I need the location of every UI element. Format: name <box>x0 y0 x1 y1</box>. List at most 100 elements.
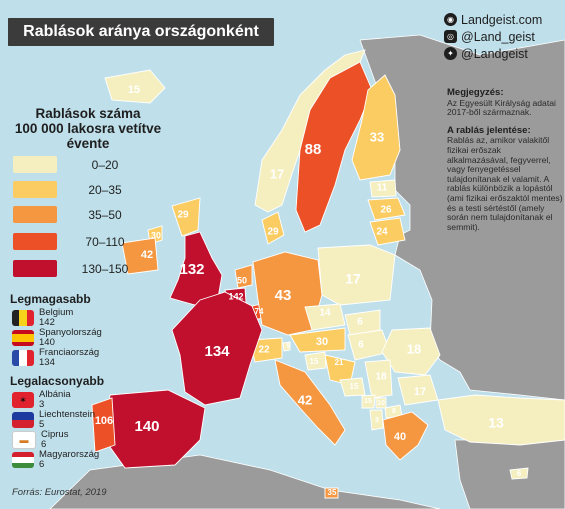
highest-item-france: Franciaország 134 <box>12 348 99 368</box>
map-title: Rablások aránya országonként <box>8 18 274 46</box>
value-label-north-macedonia: 8 <box>392 408 396 415</box>
country-france <box>171 291 263 406</box>
value-label-sweden: 88 <box>305 141 322 158</box>
note-text: Az Egyesült Királyság adatai 2017-ből sz… <box>447 97 556 118</box>
country-portugal <box>91 397 116 453</box>
country-slovenia <box>304 351 327 371</box>
value-label-estonia: 11 <box>377 183 388 194</box>
country-iceland <box>104 69 166 104</box>
definition-title: A rablás jelentése: <box>447 124 531 136</box>
france-flag-icon <box>12 350 34 366</box>
value-label-norway: 17 <box>270 166 284 181</box>
notes-panel: Megjegyzés: Az Egyesült Királyság adatai… <box>447 88 563 232</box>
legend-label: 35–50 <box>88 207 122 222</box>
value-label-italy: 42 <box>298 392 312 407</box>
value-label-montenegro: 15 <box>364 398 372 405</box>
social-links: ◉ Landgeist.com ◎ @Land_geist ✦ @Landgei… <box>444 11 542 62</box>
legend-swatch <box>13 206 57 223</box>
value-label-czechia: 14 <box>319 308 331 319</box>
value-label-croatia: 21 <box>335 358 344 367</box>
legend-swatch <box>13 181 57 198</box>
value-label-albania: 3 <box>375 417 379 424</box>
value-label-iceland: 15 <box>128 84 140 96</box>
social-twitter-text: @Landgeist <box>461 46 528 61</box>
value-label-portugal: 106 <box>95 415 113 427</box>
country-finland <box>351 74 401 181</box>
lowest-country: Albánia <box>39 389 71 400</box>
lowest-country: Ciprus <box>41 429 69 440</box>
lowest-value: 6 <box>41 439 47 450</box>
country-sweden <box>295 61 373 233</box>
country-montenegro <box>361 394 376 409</box>
country-turkey <box>437 394 565 446</box>
country-latvia <box>367 197 406 221</box>
legend-label: 70–110 <box>85 234 125 249</box>
social-twitter[interactable]: ✦ @Landgeist <box>444 45 542 62</box>
value-label-ireland: 42 <box>141 249 153 261</box>
cyprus-flag-icon: ▬ <box>12 431 36 449</box>
value-label-scotland: 29 <box>177 210 189 221</box>
legend-label: 20–35 <box>88 182 122 197</box>
value-label-northern-ireland: 30 <box>151 230 161 240</box>
social-instagram[interactable]: ◎ @Land_geist <box>444 28 542 45</box>
lowest-item-hungary: Magyarország 6 <box>12 450 99 470</box>
country-czechia <box>304 303 346 331</box>
no-data-land-south-east <box>454 439 565 509</box>
legend-swatch <box>13 233 57 250</box>
value-label-greece: 40 <box>394 431 406 443</box>
value-label-romania: 18 <box>407 341 421 356</box>
lowest-item-liechtenstein: Liechtenstein 5 <box>12 410 95 430</box>
value-label-malta: 35 <box>328 488 337 497</box>
albania-flag-icon: ✶ <box>12 392 34 408</box>
country-romania <box>381 327 441 376</box>
legend-title-line-2: 100 000 lakosra vetítve <box>14 121 162 136</box>
value-label-austria: 30 <box>316 336 328 348</box>
value-label-switzerland: 22 <box>258 345 270 356</box>
country-italy <box>274 359 346 446</box>
highest-value: 134 <box>39 357 55 368</box>
country-albania <box>369 409 384 431</box>
lowest-value: 6 <box>39 459 45 470</box>
highest-country: Spanyolország <box>39 327 102 338</box>
value-label-slovenia: 15 <box>310 357 319 366</box>
legend-item-bin-1: 0–20 <box>13 156 135 173</box>
instagram-icon: ◎ <box>444 30 457 43</box>
value-label-united-kingdom: 132 <box>179 261 204 278</box>
value-label-turkey: 13 <box>488 415 504 431</box>
highest-item-spain: Spanyolország 140 <box>12 328 102 348</box>
value-label-luxembourg: 74 <box>255 307 264 316</box>
value-label-france: 134 <box>204 343 230 360</box>
country-ireland <box>121 237 159 275</box>
legend-label: 130–150 <box>81 261 129 276</box>
legend-swatch <box>13 260 57 277</box>
no-data-land-east <box>359 34 565 401</box>
legend-item-bin-4: 70–110 <box>13 233 135 250</box>
value-label-netherlands: 50 <box>237 275 247 285</box>
country-lithuania <box>369 217 406 246</box>
belgium-flag-icon <box>12 310 34 326</box>
social-website[interactable]: ◉ Landgeist.com <box>444 11 542 28</box>
lowest-item-cyprus: ▬ Ciprus 6 <box>12 430 68 450</box>
lowest-value: 3 <box>39 399 45 410</box>
value-label-belgium: 142 <box>228 291 243 301</box>
liechtenstein-flag-icon <box>12 412 34 428</box>
legend-title-line-1: Rablások száma <box>35 106 141 121</box>
country-austria <box>289 327 346 353</box>
twitter-icon: ✦ <box>444 47 457 60</box>
country-denmark <box>261 211 285 245</box>
country-cyprus <box>509 467 529 480</box>
country-serbia <box>364 359 393 399</box>
highest-title: Legmagasabb <box>10 292 91 306</box>
note-title: Megjegyzés: <box>447 87 504 98</box>
value-label-serbia: 18 <box>375 372 387 383</box>
country-netherlands <box>234 264 253 289</box>
value-label-cyprus: 6 <box>517 469 522 478</box>
highest-value: 142 <box>39 317 55 328</box>
value-label-finland: 33 <box>370 129 384 144</box>
legend-item-bin-3: 35–50 <box>13 206 135 223</box>
value-label-latvia: 26 <box>380 205 392 216</box>
no-data-land-africa <box>49 454 441 509</box>
lowest-country: Magyarország <box>39 449 100 460</box>
